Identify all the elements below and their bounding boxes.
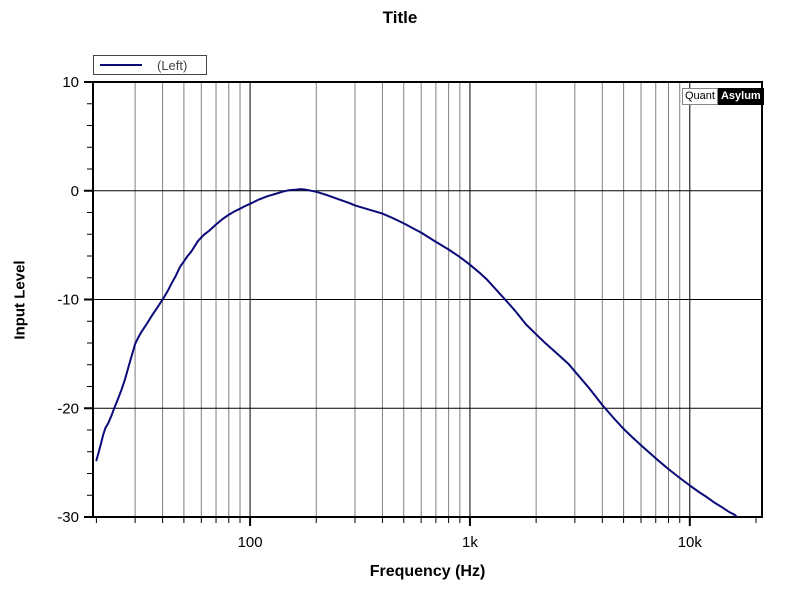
x-tick-label: 100 [238,534,263,551]
y-tick-label: 10 [62,74,79,91]
legend-line-swatch [100,64,142,66]
y-tick-label: -10 [57,292,79,309]
logo-quant-segment: Quant [682,88,718,105]
x-tick-label: 10k [678,534,703,551]
chart-title: Title [382,8,418,27]
series-curve-left [95,188,739,517]
y-tick-label: -20 [57,400,79,417]
legend-series-label: (Left) [157,57,188,73]
y-tick-label: -30 [57,509,79,526]
x-axis-title: Frequency (Hz) [369,563,486,580]
quantasylum-logo: Quant Asylum [682,88,764,105]
legend: (Left) [93,55,207,75]
x-tick-label: 1k [462,534,478,551]
logo-asylum-segment: Asylum [717,88,764,105]
y-tick-label: 0 [71,183,79,200]
